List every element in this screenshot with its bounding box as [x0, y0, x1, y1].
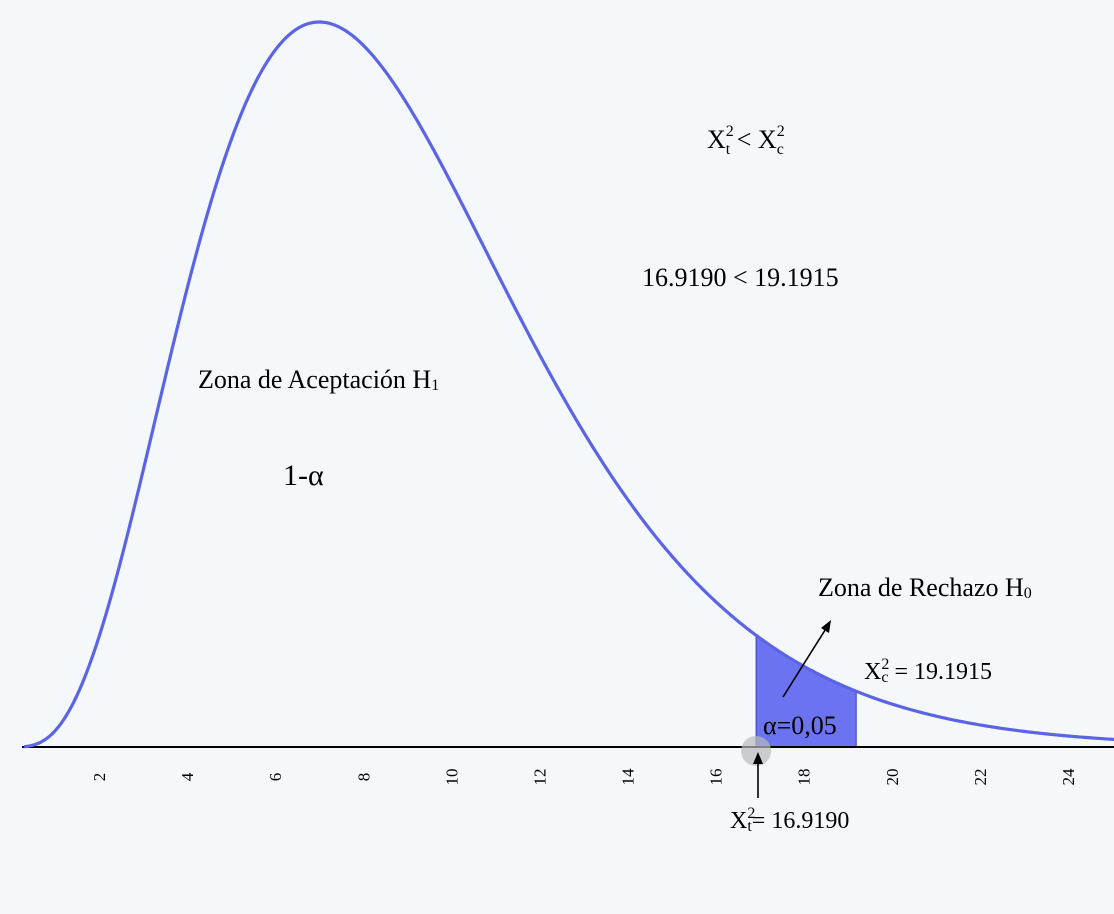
comparison-values: 16.9190 < 19.1915 [642, 263, 839, 292]
alpha-label: α=0,05 [763, 711, 837, 740]
x-tick-label: 8 [354, 773, 373, 782]
x-tick-label: 4 [178, 772, 197, 781]
rejection-arrow-head [821, 620, 831, 633]
x-tick-labels: 2 4 6 8 10 12 14 16 18 20 22 24 [90, 768, 1078, 786]
comparison-formula: X2 t < X2 c [707, 123, 785, 158]
x-tick-label: 20 [883, 769, 902, 786]
x-tick-label: 22 [971, 769, 990, 786]
rejection-arrow [782, 626, 828, 698]
x-tick-label: 12 [530, 769, 549, 786]
calculated-value-label: X2 c = 19.1915 [864, 656, 992, 686]
rejection-zone-label: Zona de Rechazo H0 [818, 573, 1032, 602]
x-tick-label: 2 [90, 773, 109, 782]
tabulated-arrow-head [753, 752, 763, 764]
x-tick-label: 18 [795, 769, 814, 786]
tabulated-value-marker [741, 736, 772, 766]
x-tick-label: 6 [266, 773, 285, 782]
tabulated-value-label: X2 t= 16.9190 [730, 805, 849, 835]
one-minus-alpha-label: 1-α [283, 459, 324, 492]
x-tick-label: 24 [1059, 768, 1078, 786]
distribution-curve [23, 20, 1114, 749]
x-tick-label: 14 [619, 768, 638, 786]
acceptance-zone-label: Zona de Aceptación H1 [198, 365, 439, 394]
x-tick-label: 16 [707, 769, 726, 786]
x-tick-label: 10 [442, 769, 461, 786]
